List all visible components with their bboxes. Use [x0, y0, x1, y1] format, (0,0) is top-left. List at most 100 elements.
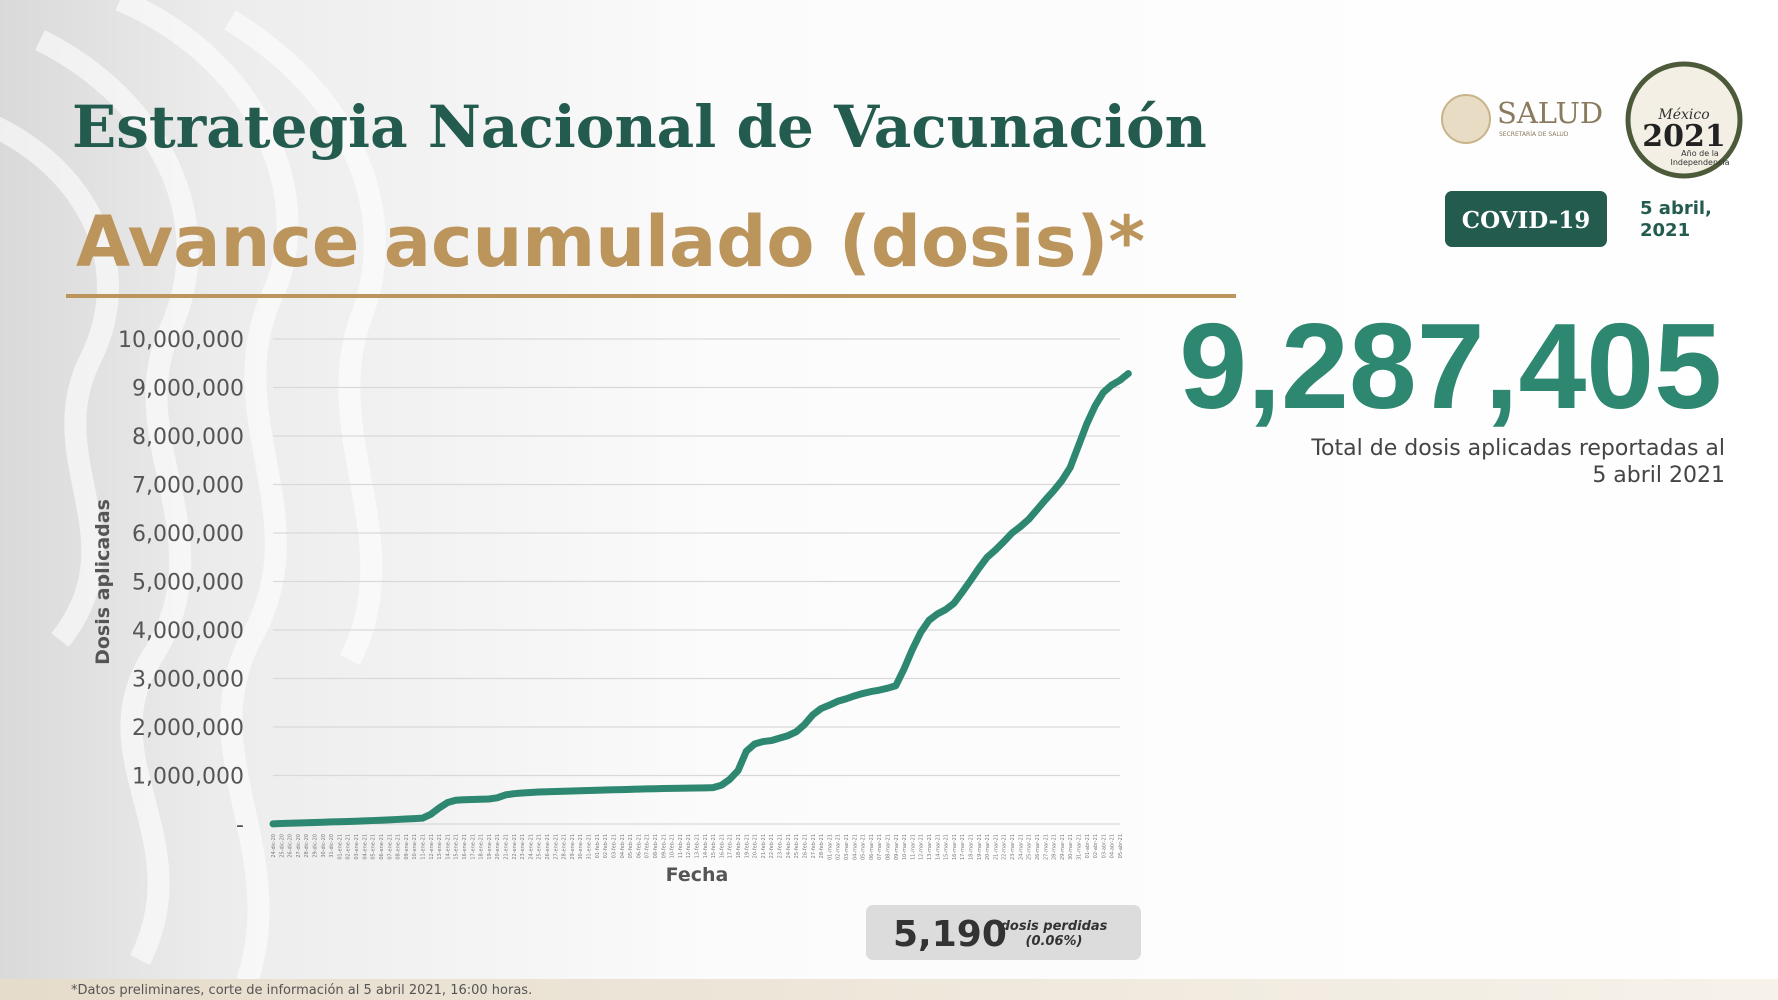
x-tick-label: 30-mar-21 [1068, 834, 1074, 860]
x-tick-label: 20-mar-21 [985, 834, 991, 860]
x-tick-label: 04-ene-21 [362, 834, 368, 860]
date: 5 abril, [1640, 198, 1712, 219]
y-tick-label: 3,000,000 [132, 668, 244, 693]
x-tick-label: 13-feb-21 [695, 834, 701, 858]
x-tick-label: 15-ene-21 [454, 834, 460, 860]
x-tick-label: 02-abr-21 [1093, 834, 1099, 858]
x-tick-label: 20-ene-21 [495, 834, 501, 860]
y-tick-label: 1,000,000 [132, 765, 244, 790]
x-tick-label: 07-feb-21 [645, 834, 651, 858]
salud-subtext: SECRETARÍA DE SALUD [1499, 131, 1569, 138]
x-tick-label: 05-ene-21 [371, 834, 377, 860]
x-tick-label: 12-ene-21 [429, 834, 435, 860]
subtitle: Avance acumulado (dosis)* [76, 201, 1145, 283]
x-tick-label: 24-mar-21 [1018, 834, 1024, 860]
covid-badge [1445, 191, 1607, 247]
x-tick-label: 21-mar-21 [993, 834, 999, 860]
y-tick-label: 7,000,000 [132, 474, 244, 499]
x-tick-label: 14-feb-21 [703, 834, 709, 858]
x-tick-label: 01-feb-21 [595, 834, 601, 858]
background-pattern [0, 0, 386, 1000]
total-caption: Total de dosis aplicadas reportadas al [1310, 436, 1725, 461]
x-tick-label: 20-feb-21 [753, 834, 759, 858]
logo-ring [1625, 61, 1743, 179]
x-tick-label: 04-feb-21 [620, 834, 626, 858]
x-tick-label: 19-feb-21 [744, 834, 750, 858]
x-tick-label: 25-mar-21 [1027, 834, 1033, 860]
x-tick-label: 03-abr-21 [1101, 834, 1107, 858]
x-tick-label: 27-feb-21 [811, 834, 817, 858]
x-tick-label: 02-ene-21 [346, 834, 352, 860]
x-tick-label: 23-feb-21 [778, 834, 784, 858]
x-tick-label: 26-mar-21 [1035, 834, 1041, 860]
x-tick-label: 16-ene-21 [462, 834, 468, 860]
x-tick-label: 08-mar-21 [885, 834, 891, 860]
x-tick-label: 22-mar-21 [1002, 834, 1008, 860]
title: Estrategia Nacional de Vacunación [72, 93, 1207, 161]
x-tick-label: 18-feb-21 [736, 834, 742, 858]
logo-mexico: México [1657, 107, 1709, 123]
x-tick-label: 17-mar-21 [960, 834, 966, 860]
y-tick-label: 4,000,000 [132, 619, 244, 644]
x-tick-label: 11-mar-21 [910, 834, 916, 860]
x-tick-label: 06-feb-21 [636, 834, 642, 858]
x-tick-label: 03-feb-21 [611, 834, 617, 858]
x-tick-label: 02-mar-21 [836, 834, 842, 860]
x-tick-label: 15-mar-21 [944, 834, 950, 860]
logo-year: 2021 [1642, 119, 1726, 154]
x-tick-label: 01-ene-21 [337, 834, 343, 860]
y-tick-label: 2,000,000 [132, 716, 244, 741]
x-axis-label: Fecha [666, 864, 729, 886]
x-tick-label: 19-ene-21 [487, 834, 493, 860]
x-tick-label: 29-ene-21 [570, 834, 576, 860]
x-tick-label: 10-feb-21 [670, 834, 676, 858]
x-tick-label: 25-feb-21 [794, 834, 800, 858]
chart: - 1,000,000 2,000,000 3,000,000 4,000,000 5,0… [92, 328, 1132, 886]
x-tick-label: 31-mar-21 [1076, 834, 1082, 860]
x-tick-label: 18-mar-21 [969, 834, 975, 860]
covid-badge-text: COVID-19 [1462, 207, 1590, 234]
x-tick-label: 09-feb-21 [661, 834, 667, 858]
x-tick-label: 04-mar-21 [852, 834, 858, 860]
x-tick-label: 30-ene-21 [578, 834, 584, 860]
x-tick-label: 24-dic-20 [271, 834, 277, 858]
x-tick-label: 14-mar-21 [935, 834, 941, 860]
x-tick-label: 01-mar-21 [827, 834, 833, 860]
x-tick-label: 15-feb-21 [711, 834, 717, 858]
x-tick-label: 19-mar-21 [977, 834, 983, 860]
x-tick-label: 14-ene-21 [445, 834, 451, 860]
lost-label: dosis perdidas [1001, 919, 1108, 934]
x-tick-label: 09-mar-21 [894, 834, 900, 860]
x-tick-label: 28-dic-20 [304, 834, 310, 858]
x-tick-label: 05-abr-21 [1118, 834, 1124, 858]
x-tick-label: 11-ene-21 [420, 834, 426, 860]
logo-sub: Año de la [1681, 149, 1719, 158]
x-tick-label: 27-ene-21 [553, 834, 559, 860]
x-tick-label: 02-feb-21 [603, 834, 609, 858]
x-tick-label: 24-feb-21 [786, 834, 792, 858]
x-tick-label: 22-feb-21 [769, 834, 775, 858]
x-tick-label: 21-ene-21 [504, 834, 510, 860]
x-tick-label: 17-ene-21 [470, 834, 476, 860]
x-tick-label: 17-feb-21 [728, 834, 734, 858]
x-tick-label: 13-mar-21 [927, 834, 933, 860]
lost-value: 5,190 [893, 914, 1007, 955]
x-tick-label: 31-ene-21 [587, 834, 593, 860]
total-doses: 9,287,405 [1179, 298, 1722, 434]
x-tick-label: 26-feb-21 [802, 834, 808, 858]
total-caption: 5 abril 2021 [1592, 463, 1725, 488]
salud-text: SALUD [1497, 96, 1603, 130]
x-tick-label: 08-ene-21 [396, 834, 402, 860]
footer-note: *Datos preliminares, corte de informació… [71, 983, 532, 998]
y-tick-label: 6,000,000 [132, 522, 244, 547]
x-tick-label: 21-feb-21 [761, 834, 767, 858]
x-tick-label: 26-dic-20 [288, 834, 294, 858]
x-tick-label: 27-dic-20 [296, 834, 302, 858]
x-tick-label: 03-ene-21 [354, 834, 360, 860]
y-tick-label: 5,000,000 [132, 571, 244, 596]
x-tick-label: 30-dic-20 [321, 834, 327, 858]
x-tick-label: 10-ene-21 [412, 834, 418, 860]
emblem [1441, 94, 1491, 144]
x-tick-label: 24-ene-21 [528, 834, 534, 860]
